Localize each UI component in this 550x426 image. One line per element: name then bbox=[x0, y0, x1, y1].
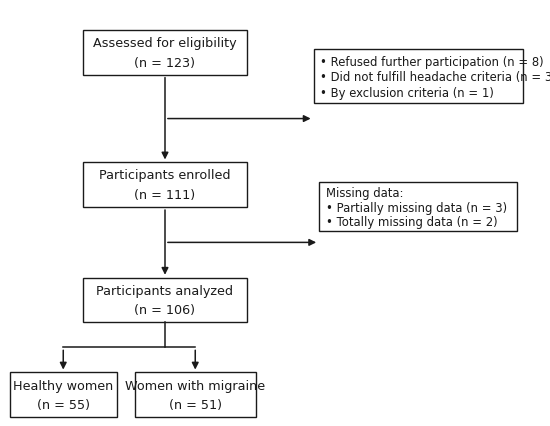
Text: Participants enrolled: Participants enrolled bbox=[99, 169, 231, 182]
FancyBboxPatch shape bbox=[10, 372, 117, 417]
Text: • Refused further participation (n = 8): • Refused further participation (n = 8) bbox=[320, 55, 544, 68]
Text: • Did not fulfill headache criteria (n = 3): • Did not fulfill headache criteria (n =… bbox=[320, 71, 550, 84]
FancyBboxPatch shape bbox=[135, 372, 256, 417]
Text: Missing data:: Missing data: bbox=[326, 187, 403, 200]
FancyBboxPatch shape bbox=[314, 50, 522, 104]
Text: Healthy women: Healthy women bbox=[13, 379, 113, 391]
Text: • Totally missing data (n = 2): • Totally missing data (n = 2) bbox=[326, 216, 497, 229]
Text: (n = 106): (n = 106) bbox=[135, 304, 195, 317]
FancyBboxPatch shape bbox=[82, 163, 248, 208]
Text: • By exclusion criteria (n = 1): • By exclusion criteria (n = 1) bbox=[320, 87, 494, 100]
Text: (n = 123): (n = 123) bbox=[135, 57, 195, 69]
Text: Assessed for eligibility: Assessed for eligibility bbox=[93, 37, 237, 50]
Text: • Partially missing data (n = 3): • Partially missing data (n = 3) bbox=[326, 201, 507, 214]
Text: Participants analyzed: Participants analyzed bbox=[96, 284, 234, 297]
FancyBboxPatch shape bbox=[82, 278, 248, 323]
Text: (n = 111): (n = 111) bbox=[134, 189, 196, 201]
Text: (n = 55): (n = 55) bbox=[37, 398, 90, 411]
FancyBboxPatch shape bbox=[82, 31, 248, 75]
Text: (n = 51): (n = 51) bbox=[169, 398, 222, 411]
Text: Women with migraine: Women with migraine bbox=[125, 379, 265, 391]
FancyBboxPatch shape bbox=[319, 182, 517, 231]
